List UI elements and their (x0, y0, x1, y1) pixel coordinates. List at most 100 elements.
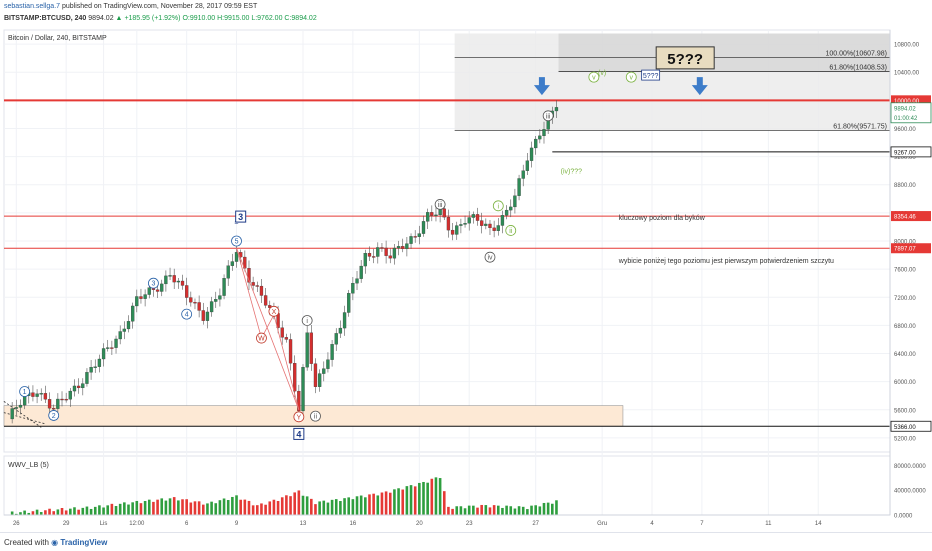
candle[interactable] (185, 285, 189, 298)
candle[interactable] (426, 212, 430, 222)
candle[interactable] (446, 216, 451, 231)
candle[interactable] (347, 293, 351, 313)
candle[interactable] (89, 367, 93, 373)
candle[interactable] (455, 225, 459, 235)
candle[interactable] (106, 347, 110, 349)
candle[interactable] (542, 129, 546, 137)
candle[interactable] (450, 229, 455, 235)
candle[interactable] (193, 302, 197, 304)
candle[interactable] (330, 344, 334, 360)
candle[interactable] (359, 265, 363, 279)
candle[interactable] (47, 399, 52, 409)
candle[interactable] (222, 278, 226, 296)
candle[interactable] (525, 160, 530, 171)
candle[interactable] (513, 195, 517, 208)
candle[interactable] (351, 282, 355, 294)
candle[interactable] (76, 385, 81, 389)
candle[interactable] (226, 265, 230, 279)
candle[interactable] (380, 247, 384, 249)
candle[interactable] (305, 332, 309, 368)
candle[interactable] (201, 310, 205, 321)
candle[interactable] (521, 170, 525, 179)
candle[interactable] (430, 212, 434, 216)
candle[interactable] (139, 296, 143, 299)
candle[interactable] (97, 358, 102, 367)
candle[interactable] (355, 278, 359, 284)
candle[interactable] (122, 328, 126, 332)
candle[interactable] (268, 305, 272, 308)
candle[interactable] (255, 285, 259, 287)
candle[interactable] (205, 311, 210, 321)
volume-pane[interactable] (3, 455, 891, 516)
candle[interactable] (214, 299, 218, 302)
candle[interactable] (10, 408, 14, 420)
candle[interactable] (22, 395, 27, 406)
candle[interactable] (488, 223, 492, 229)
candle[interactable] (110, 347, 114, 349)
candle[interactable] (409, 236, 413, 244)
candle[interactable] (52, 408, 56, 410)
candle[interactable] (189, 297, 193, 303)
candle[interactable] (180, 280, 185, 286)
candle[interactable] (39, 393, 43, 395)
candle[interactable] (263, 295, 268, 306)
candle[interactable] (85, 372, 89, 384)
candle[interactable] (338, 327, 343, 334)
author-link[interactable]: sebastian.sellga.7 (4, 3, 61, 10)
candle[interactable] (130, 305, 135, 322)
candle[interactable] (363, 253, 367, 267)
candle[interactable] (31, 392, 35, 397)
candle[interactable] (164, 275, 168, 285)
candle[interactable] (230, 261, 235, 266)
candle[interactable] (197, 302, 201, 311)
candle[interactable] (101, 348, 106, 360)
candle[interactable] (500, 215, 505, 226)
candle[interactable] (251, 282, 255, 286)
candle[interactable] (509, 206, 513, 211)
candle[interactable] (484, 223, 488, 226)
candle[interactable] (35, 393, 39, 397)
candle[interactable] (384, 247, 388, 256)
candle[interactable] (529, 147, 534, 161)
candle[interactable] (388, 255, 392, 259)
candle[interactable] (442, 208, 446, 218)
tradingview-brand[interactable]: TradingView (60, 538, 108, 547)
candle[interactable] (218, 295, 222, 300)
candle[interactable] (342, 312, 347, 329)
candle[interactable] (471, 214, 476, 218)
candle[interactable] (371, 256, 376, 258)
candle[interactable] (313, 363, 318, 387)
candle[interactable] (288, 339, 293, 364)
candle[interactable] (280, 327, 284, 338)
candle[interactable] (168, 275, 172, 277)
candle[interactable] (209, 301, 214, 313)
candle[interactable] (176, 280, 181, 283)
candle[interactable] (480, 220, 484, 226)
candle[interactable] (293, 363, 297, 392)
candle[interactable] (297, 390, 301, 412)
candle[interactable] (284, 337, 289, 340)
candle[interactable] (475, 214, 480, 221)
candle[interactable] (326, 359, 330, 369)
candle[interactable] (172, 275, 176, 283)
candle[interactable] (93, 366, 97, 368)
candle[interactable] (126, 321, 131, 330)
candle[interactable] (392, 247, 397, 259)
candle[interactable] (554, 107, 559, 112)
candle[interactable] (434, 214, 438, 217)
candle[interactable] (396, 246, 401, 249)
candle[interactable] (243, 256, 247, 269)
candle[interactable] (459, 224, 463, 226)
candle[interactable] (64, 398, 68, 401)
candle[interactable] (517, 178, 521, 196)
candle[interactable] (143, 294, 147, 299)
candle[interactable] (81, 383, 85, 389)
candle[interactable] (114, 338, 118, 348)
candle[interactable] (68, 390, 72, 400)
candle[interactable] (259, 285, 264, 296)
candle[interactable] (18, 404, 23, 408)
candle[interactable] (60, 398, 64, 401)
candle[interactable] (401, 246, 405, 249)
candle[interactable] (504, 209, 509, 216)
